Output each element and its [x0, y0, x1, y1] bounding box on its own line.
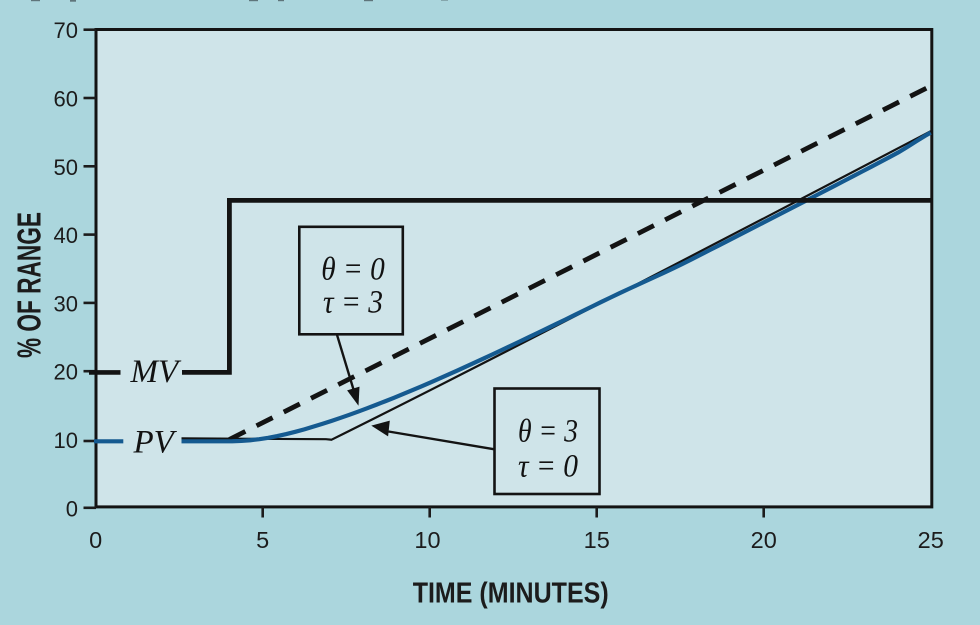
svg-text:% OF RANGE: % OF RANGE — [11, 212, 48, 358]
svg-text:τ = 0: τ = 0 — [518, 449, 578, 485]
svg-text:60: 60 — [54, 87, 78, 112]
svg-text:50: 50 — [54, 155, 78, 180]
svg-text:PV: PV — [133, 424, 178, 460]
svg-text:θ = 0: θ = 0 — [321, 252, 385, 288]
svg-text:20: 20 — [751, 527, 777, 553]
svg-text:20: 20 — [54, 360, 78, 385]
svg-text:15: 15 — [584, 527, 610, 553]
svg-text:10: 10 — [414, 527, 440, 553]
svg-text:10: 10 — [54, 428, 78, 453]
svg-text:τ = 3: τ = 3 — [323, 285, 383, 321]
svg-text:25: 25 — [918, 527, 944, 553]
svg-text:MV: MV — [130, 354, 182, 390]
svg-text:TIME (MINUTES): TIME (MINUTES) — [413, 578, 609, 610]
svg-text:70: 70 — [54, 18, 78, 43]
svg-text:30: 30 — [54, 291, 78, 316]
svg-text:40: 40 — [54, 223, 78, 248]
svg-text:θ = 3: θ = 3 — [518, 413, 578, 449]
svg-text:0: 0 — [89, 527, 102, 553]
svg-text:0: 0 — [66, 496, 78, 521]
svg-text:5: 5 — [256, 527, 269, 553]
